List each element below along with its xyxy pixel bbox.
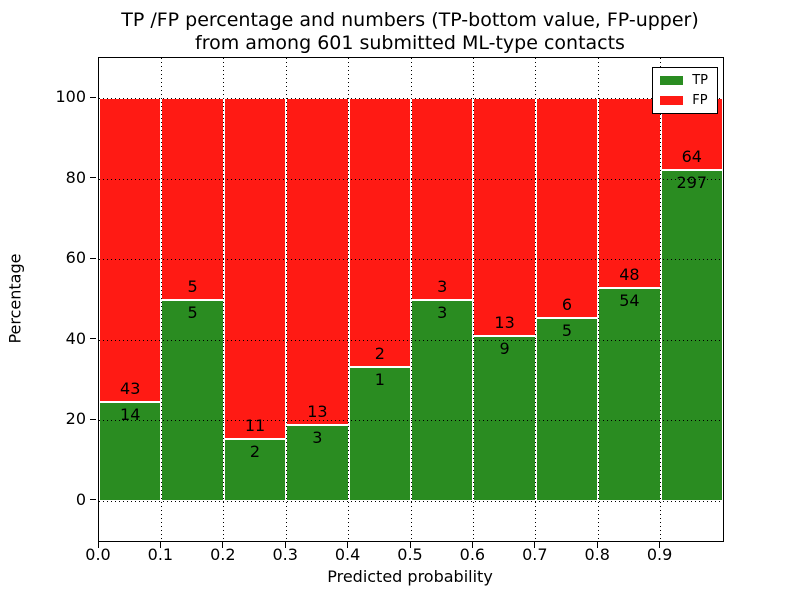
bar-tp-segment (223, 438, 287, 501)
bar-fp-count-label: 13 (307, 402, 328, 422)
bar-tp-segment (348, 366, 411, 501)
bar-tp-count-label: 9 (499, 339, 510, 359)
bar-tp-count-label: 54 (619, 290, 640, 310)
bar-tp-count-label: 5 (561, 320, 573, 340)
y-axis-label: Percentage (5, 253, 25, 344)
x-tick-mark (97, 542, 99, 548)
y-tick-mark (90, 257, 96, 259)
y-tick-mark (90, 177, 96, 179)
bar-fp-segment (223, 98, 287, 439)
x-tick-label: 0.8 (584, 545, 610, 564)
bar-tp-count-label: 2 (249, 441, 261, 461)
bar-fp-segment (348, 98, 411, 367)
bar-tp-count-label: 1 (374, 369, 385, 389)
legend-label-fp: FP (692, 93, 708, 108)
y-tick-mark (90, 338, 96, 340)
bar-fp-segment (411, 98, 474, 300)
bar-tp-segment (99, 401, 162, 501)
bar-fp-count-label: 43 (120, 378, 141, 398)
x-tick-mark (409, 542, 411, 548)
bar-tp-segment (286, 425, 349, 501)
bar-tp-count-label: 3 (312, 428, 323, 448)
chart-title: TP /FP percentage and numbers (TP-bottom… (98, 9, 722, 55)
legend-label-tp: TP (692, 73, 708, 88)
legend-item-tp: TP (660, 74, 708, 87)
bar-tp-count-label: 3 (437, 302, 448, 322)
bar-fp-segment (99, 98, 162, 402)
x-tick-mark (222, 542, 224, 548)
x-axis-label: Predicted probability (327, 567, 493, 586)
bar-tp-segment (535, 317, 599, 501)
x-tick-label: 0.5 (397, 545, 423, 564)
x-tick-mark (471, 542, 473, 548)
bar-tp-segment (598, 287, 661, 501)
bar-fp-segment (161, 98, 224, 300)
x-tick-label: 0.1 (147, 545, 174, 564)
bar-fp-count-label: 5 (187, 276, 198, 296)
bar-fp-count-label: 48 (619, 264, 640, 284)
x-tick-label: 0.3 (272, 545, 298, 564)
x-tick-label: 0.4 (334, 545, 361, 564)
x-tick-mark (534, 542, 536, 548)
bar-fp-count-label: 2 (374, 343, 385, 363)
legend: TP FP (652, 67, 718, 114)
x-tick-mark (659, 542, 661, 548)
y-tick-label: 0 (75, 489, 86, 509)
legend-item-fp: FP (660, 94, 708, 107)
x-tick-label: 0.6 (459, 545, 486, 564)
y-tick-mark (90, 418, 96, 420)
bar-tp-count-label: 14 (120, 404, 141, 424)
bar-fp-segment (473, 98, 536, 337)
bar-value-labels-layer: 43 14 5 5 11 2 13 3 2 1 3 3 13 9 6 5 48 54 64 297 (99, 58, 723, 541)
legend-swatch-tp-icon (660, 76, 684, 85)
x-tick-label: 0.2 (210, 545, 236, 564)
y-tick-label: 20 (65, 409, 86, 429)
chart-title-line1: TP /FP percentage and numbers (TP-bottom… (121, 9, 699, 31)
y-tick-label: 80 (65, 167, 86, 187)
y-tick-mark (90, 499, 96, 501)
bar-tp-segment (473, 336, 536, 501)
bar-tp-segment (660, 169, 723, 501)
bar-tp-segment (161, 299, 224, 501)
x-tick-mark (284, 542, 286, 548)
bars-layer (99, 58, 723, 541)
x-tick-mark (347, 542, 349, 548)
bar-tp-segment (411, 299, 474, 501)
bar-fp-count-label: 11 (244, 415, 266, 435)
x-tick-mark (159, 542, 161, 548)
x-tick-mark (596, 542, 598, 548)
y-tick-label: 100 (55, 87, 86, 107)
y-tick-label: 60 (65, 248, 86, 268)
legend-swatch-fp-icon (660, 96, 684, 105)
bar-fp-count-label: 3 (437, 276, 448, 296)
plot-area: 43 14 5 5 11 2 13 3 2 1 3 3 13 9 6 5 48 54 64 297 TP FP (98, 57, 724, 542)
x-tick-label: 0.0 (85, 545, 111, 564)
y-tick-label: 40 (65, 328, 86, 348)
x-tick-label: 0.9 (646, 545, 673, 564)
chart-title-line2: from among 601 submitted ML-type contact… (195, 32, 625, 54)
bar-tp-count-label: 297 (676, 172, 708, 192)
bar-fp-count-label: 13 (494, 313, 515, 333)
bar-tp-count-label: 5 (187, 302, 198, 322)
y-tick-mark (90, 96, 96, 98)
bar-fp-count-label: 64 (681, 146, 702, 166)
bar-fp-segment (286, 98, 349, 426)
bar-fp-count-label: 6 (561, 294, 573, 314)
x-tick-label: 0.7 (522, 545, 548, 564)
